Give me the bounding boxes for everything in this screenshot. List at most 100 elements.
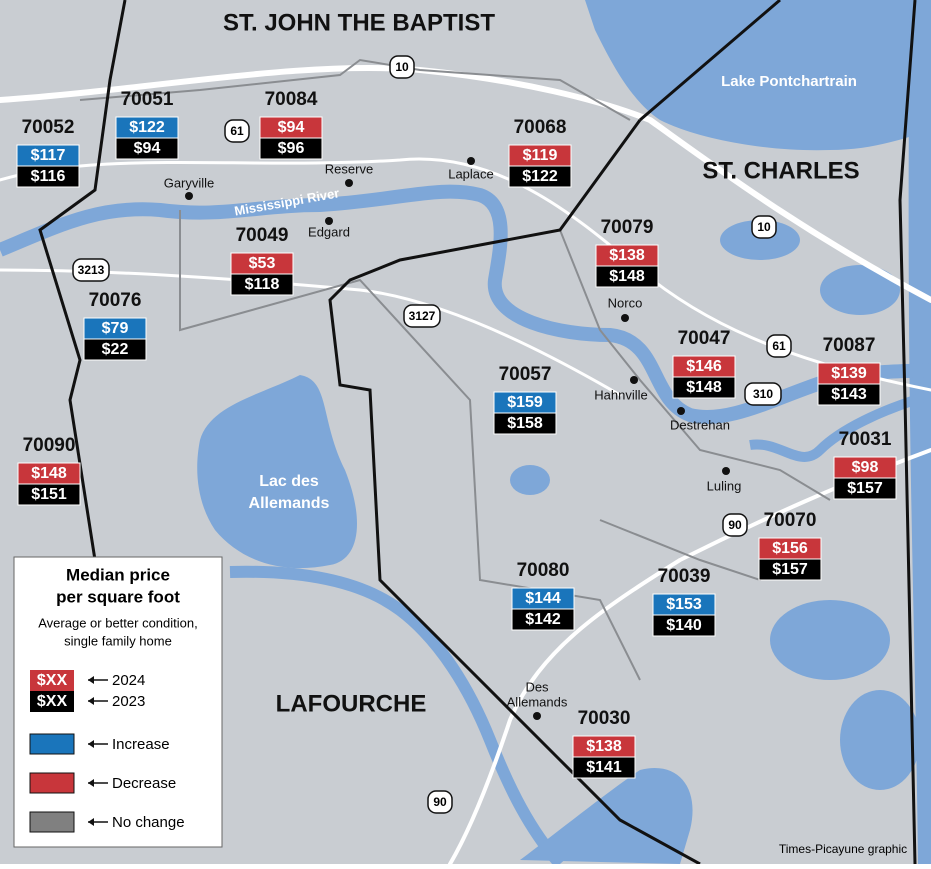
price-2023-box [508, 165, 572, 188]
zip-label: 70049 [236, 225, 289, 246]
price-2023: $140 [666, 617, 702, 634]
highway-label: 3127 [409, 309, 436, 323]
bayou [229, 565, 565, 868]
price-2023-box [817, 383, 881, 406]
legend-sample: $XX [37, 693, 68, 710]
place-dot [185, 192, 193, 200]
price-2023: $22 [102, 341, 129, 358]
marsh [520, 768, 693, 864]
price-2023: $148 [686, 379, 722, 396]
price-2024: $144 [525, 590, 561, 607]
boundaries [38, 0, 917, 866]
price-2024: $156 [772, 540, 808, 557]
place-label: Luling [707, 478, 742, 493]
price-2023-box [493, 412, 557, 435]
parish-boundary [898, 0, 917, 865]
highway-shield [224, 119, 250, 143]
price-2023: $157 [772, 561, 808, 578]
zip-boundary [79, 58, 631, 121]
place-label: Reserve [325, 161, 373, 176]
legend-year-box [30, 670, 74, 691]
price-2024: $159 [507, 394, 543, 411]
price-2023-box [672, 376, 736, 399]
zip-label: 70047 [678, 328, 731, 349]
zip-label: 70051 [121, 89, 174, 110]
parish-boundary [328, 119, 701, 866]
highway-shield [389, 55, 415, 79]
legend-year-box [30, 691, 74, 712]
place-dot [325, 217, 333, 225]
lake-label: Lake Pontchartrain [721, 73, 857, 90]
zip-label: 70079 [601, 217, 654, 238]
place-label: Des [525, 679, 549, 694]
zip-boundary [559, 229, 831, 501]
highway-shield [72, 258, 110, 282]
legend-arrowhead [88, 676, 94, 684]
legend-swatch [29, 772, 75, 794]
highway-shield [722, 513, 748, 537]
price-2024: $138 [609, 247, 645, 264]
legend-swatch [29, 811, 75, 833]
highway-label: 310 [753, 387, 773, 401]
highway-90 [448, 448, 931, 866]
price-2023: $141 [586, 759, 622, 776]
price-2023: $116 [31, 168, 66, 185]
zip-label: 70030 [578, 708, 631, 729]
price-2023-box [595, 265, 659, 288]
price-2023-box [758, 558, 822, 581]
legend-subtitle: Average or better condition, [38, 615, 197, 630]
legend-title: Median price [66, 565, 170, 584]
place-label: Hahnville [594, 387, 647, 402]
place-dot [533, 712, 541, 720]
legend-item: Increase [112, 736, 170, 753]
lake [585, 0, 931, 151]
highway-shield [751, 215, 777, 239]
lake-edge [908, 0, 931, 864]
legend-item: No change [112, 814, 185, 831]
highway-label: 61 [230, 124, 244, 138]
legend-arrowhead [88, 697, 94, 705]
zip-label: 70057 [499, 364, 552, 385]
legend-subtitle: single family home [64, 633, 172, 648]
zip-boundary [179, 210, 641, 681]
place-dot [722, 467, 730, 475]
price-2023: $96 [278, 140, 305, 157]
highway-label: 90 [433, 795, 447, 809]
marsh-patch [770, 600, 890, 680]
lake-label: Lac des [259, 473, 319, 490]
price-2024: $94 [278, 119, 305, 136]
price-2024: $146 [686, 358, 722, 375]
parish-boundary [38, 0, 127, 561]
price-2023-box [115, 137, 179, 160]
highway-shield [766, 334, 792, 358]
legend-item: Decrease [112, 775, 176, 792]
place-dot [345, 179, 353, 187]
price-2024: $122 [129, 119, 165, 136]
zip-label: 70090 [23, 435, 76, 456]
price-2024: $138 [586, 738, 622, 755]
price-2023: $157 [847, 480, 883, 497]
price-2023-box [16, 165, 80, 188]
interstate [0, 64, 931, 303]
zip-label: 70084 [265, 89, 318, 110]
marsh-patches [510, 220, 920, 790]
river-bend [749, 390, 931, 462]
price-2023-box [17, 483, 81, 506]
parish-label: ST. JOHN THE BAPTIST [223, 9, 495, 36]
price-2023: $143 [831, 386, 867, 403]
place-label: Garyville [164, 175, 215, 190]
price-2024: $148 [31, 465, 67, 482]
highway-label: 10 [757, 220, 771, 234]
marsh-patch [840, 690, 920, 790]
price-2023-box [230, 273, 294, 296]
price-2023-box [511, 608, 575, 631]
place-dot [621, 314, 629, 322]
zip-label: 70076 [89, 290, 142, 311]
legend-sample: $XX [37, 672, 68, 689]
place-label: Norco [608, 295, 643, 310]
price-2023-box [833, 477, 897, 500]
price-2023: $158 [507, 415, 543, 432]
zip-label: 70070 [764, 510, 817, 531]
place-dot [677, 407, 685, 415]
